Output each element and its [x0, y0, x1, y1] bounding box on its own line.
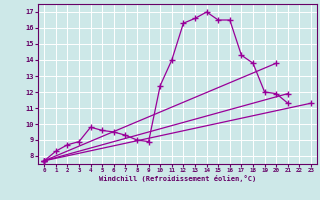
X-axis label: Windchill (Refroidissement éolien,°C): Windchill (Refroidissement éolien,°C) [99, 175, 256, 182]
